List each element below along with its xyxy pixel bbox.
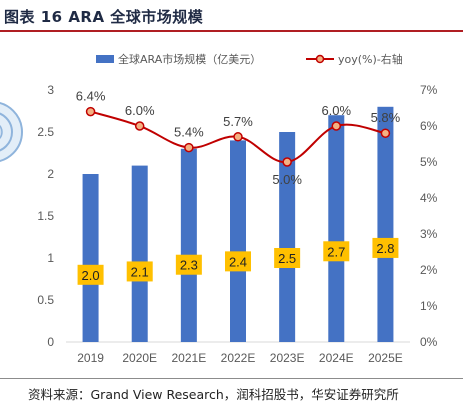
bar-value-label: 2.1 [131,264,149,279]
x-tick-label: 2023E [270,351,305,365]
x-tick-label: 2019 [77,351,104,365]
y-axis-left: 0 0.5 1 1.5 2 2.5 3 [37,83,54,349]
bar-label-box [225,251,251,272]
yoy-value-label: 6.4% [76,89,106,104]
bar-label-box [126,261,153,282]
yoy-point [282,157,292,167]
bar [230,140,246,342]
legend-swatch-bar [96,55,114,63]
yoy-point [85,106,96,117]
yoy-point [331,121,342,131]
y-left-tick-label: 3 [47,83,54,97]
x-tick-label: 2025E [368,351,403,365]
y-right-tick-label: 7% [420,83,438,97]
yoy-point [134,121,145,131]
y-right-tick-label: 1% [420,299,438,313]
bar [180,148,197,342]
bar [377,106,394,342]
yoy-value-label: 5.8% [371,110,401,125]
x-tick-label: 2020E [122,351,157,365]
yoy-value-label: 5.0% [272,172,302,187]
yoy-point [184,142,194,153]
yoy-point [380,128,391,138]
bar-value-label: 2.4 [229,254,247,269]
bar [131,165,148,342]
yoy-value-label: 5.4% [174,125,204,140]
y-left-tick-label: 2 [47,167,54,181]
y-left-tick-label: 1.5 [37,209,54,223]
figure-title: 图表 16 ARA 全球市场规模 [4,8,204,26]
x-tick-label: 2022E [221,351,256,365]
bar-label-box [323,241,350,262]
bar [328,115,345,342]
bar-value-labels: 2.0 2.1 2.3 2.4 2.5 2.7 2.8 [77,237,399,285]
chart: 全球ARA市场规模（亿美元） yoy(%)-右轴 0 0.5 1 1.5 2 2.5 3 0… [0,52,438,365]
x-axis: 2019 2020E 2021E 2022E 2023E 2024E 2025E [77,351,403,365]
bar-value-label: 2.8 [376,241,394,256]
x-tick-label: 2021E [172,351,207,365]
bar-label-box [372,237,399,258]
y-right-tick-label: 5% [420,155,438,169]
y-left-tick-label: 2.5 [37,125,54,139]
y-left-tick-label: 0 [47,335,54,349]
y-right-tick-label: 3% [420,227,438,241]
source-divider [0,378,463,379]
legend-label-line: yoy(%)-右轴 [338,52,403,66]
yoy-value-label: 6.0% [321,103,351,118]
bar-series [82,106,394,342]
bar-value-label: 2.3 [180,258,198,273]
yoy-line-series [85,106,391,167]
bar [82,174,99,342]
bar-value-label: 2.0 [82,268,100,283]
y-right-tick-label: 2% [420,263,438,277]
legend-label-bar: 全球ARA市场规模（亿美元） [118,52,261,66]
x-tick-label: 2024E [319,351,354,365]
y-left-tick-label: 0.5 [37,293,54,307]
y-axis-right: 0% 1% 2% 3% 4% 5% 6% 7% [420,83,438,349]
source-note: 资料来源：Grand View Research，润科招股书，华安证券研究所 [28,387,399,402]
chart-legend: 全球ARA市场规模（亿美元） yoy(%)-右轴 [96,52,403,66]
bar-label-box [175,254,202,275]
yoy-value-label: 6.0% [125,103,155,118]
bar [279,132,296,342]
y-right-tick-label: 6% [420,119,438,133]
yoy-point [233,132,243,142]
yoy-value-label: 5.7% [223,114,253,129]
bar-label-box [77,264,104,285]
title-divider [0,30,463,32]
bar-value-label: 2.5 [278,251,296,266]
y-right-tick-label: 4% [420,191,438,205]
legend-swatch-marker [315,54,325,64]
bar-value-label: 2.7 [327,244,345,259]
y-right-tick-label: 0% [420,335,438,349]
bar-label-box [274,248,301,268]
watermark-logo [0,102,23,162]
y-left-tick-label: 1 [47,251,54,265]
yoy-value-labels: 6.4% 6.0% 5.4% 5.7% 5.0% 6.0% 5.8% [76,89,401,187]
